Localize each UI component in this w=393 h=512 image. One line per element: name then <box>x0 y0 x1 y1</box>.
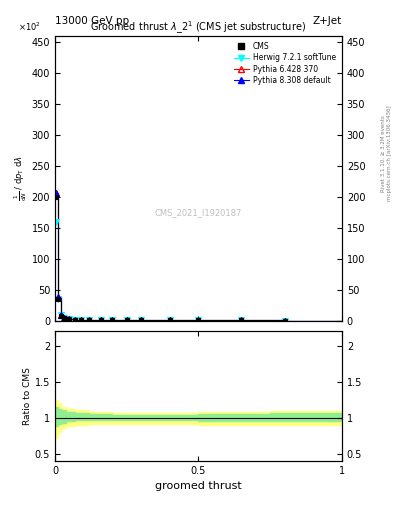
Text: mcplots.cern.ch [arXiv:1306.3436]: mcplots.cern.ch [arXiv:1306.3436] <box>387 106 391 201</box>
Legend: CMS, Herwig 7.2.1 softTune, Pythia 6.428 370, Pythia 8.308 default: CMS, Herwig 7.2.1 softTune, Pythia 6.428… <box>231 39 338 87</box>
Y-axis label: $\frac{1}{\mathrm{d}N}$ / $\mathrm{d}p_\mathrm{T}$ $\mathrm{d}\lambda$: $\frac{1}{\mathrm{d}N}$ / $\mathrm{d}p_\… <box>12 156 29 201</box>
Title: Groomed thrust $\lambda\_2^1$ (CMS jet substructure): Groomed thrust $\lambda\_2^1$ (CMS jet s… <box>90 19 307 36</box>
Text: CMS_2021_I1920187: CMS_2021_I1920187 <box>155 208 242 217</box>
Text: 13000 GeV pp: 13000 GeV pp <box>55 15 129 26</box>
X-axis label: groomed thrust: groomed thrust <box>155 481 242 491</box>
Text: Z+Jet: Z+Jet <box>313 15 342 26</box>
Y-axis label: Ratio to CMS: Ratio to CMS <box>23 367 32 425</box>
Text: $\times10^2$: $\times10^2$ <box>18 20 40 33</box>
Text: Rivet 3.1.10, ≥ 3.2M events: Rivet 3.1.10, ≥ 3.2M events <box>381 115 386 192</box>
